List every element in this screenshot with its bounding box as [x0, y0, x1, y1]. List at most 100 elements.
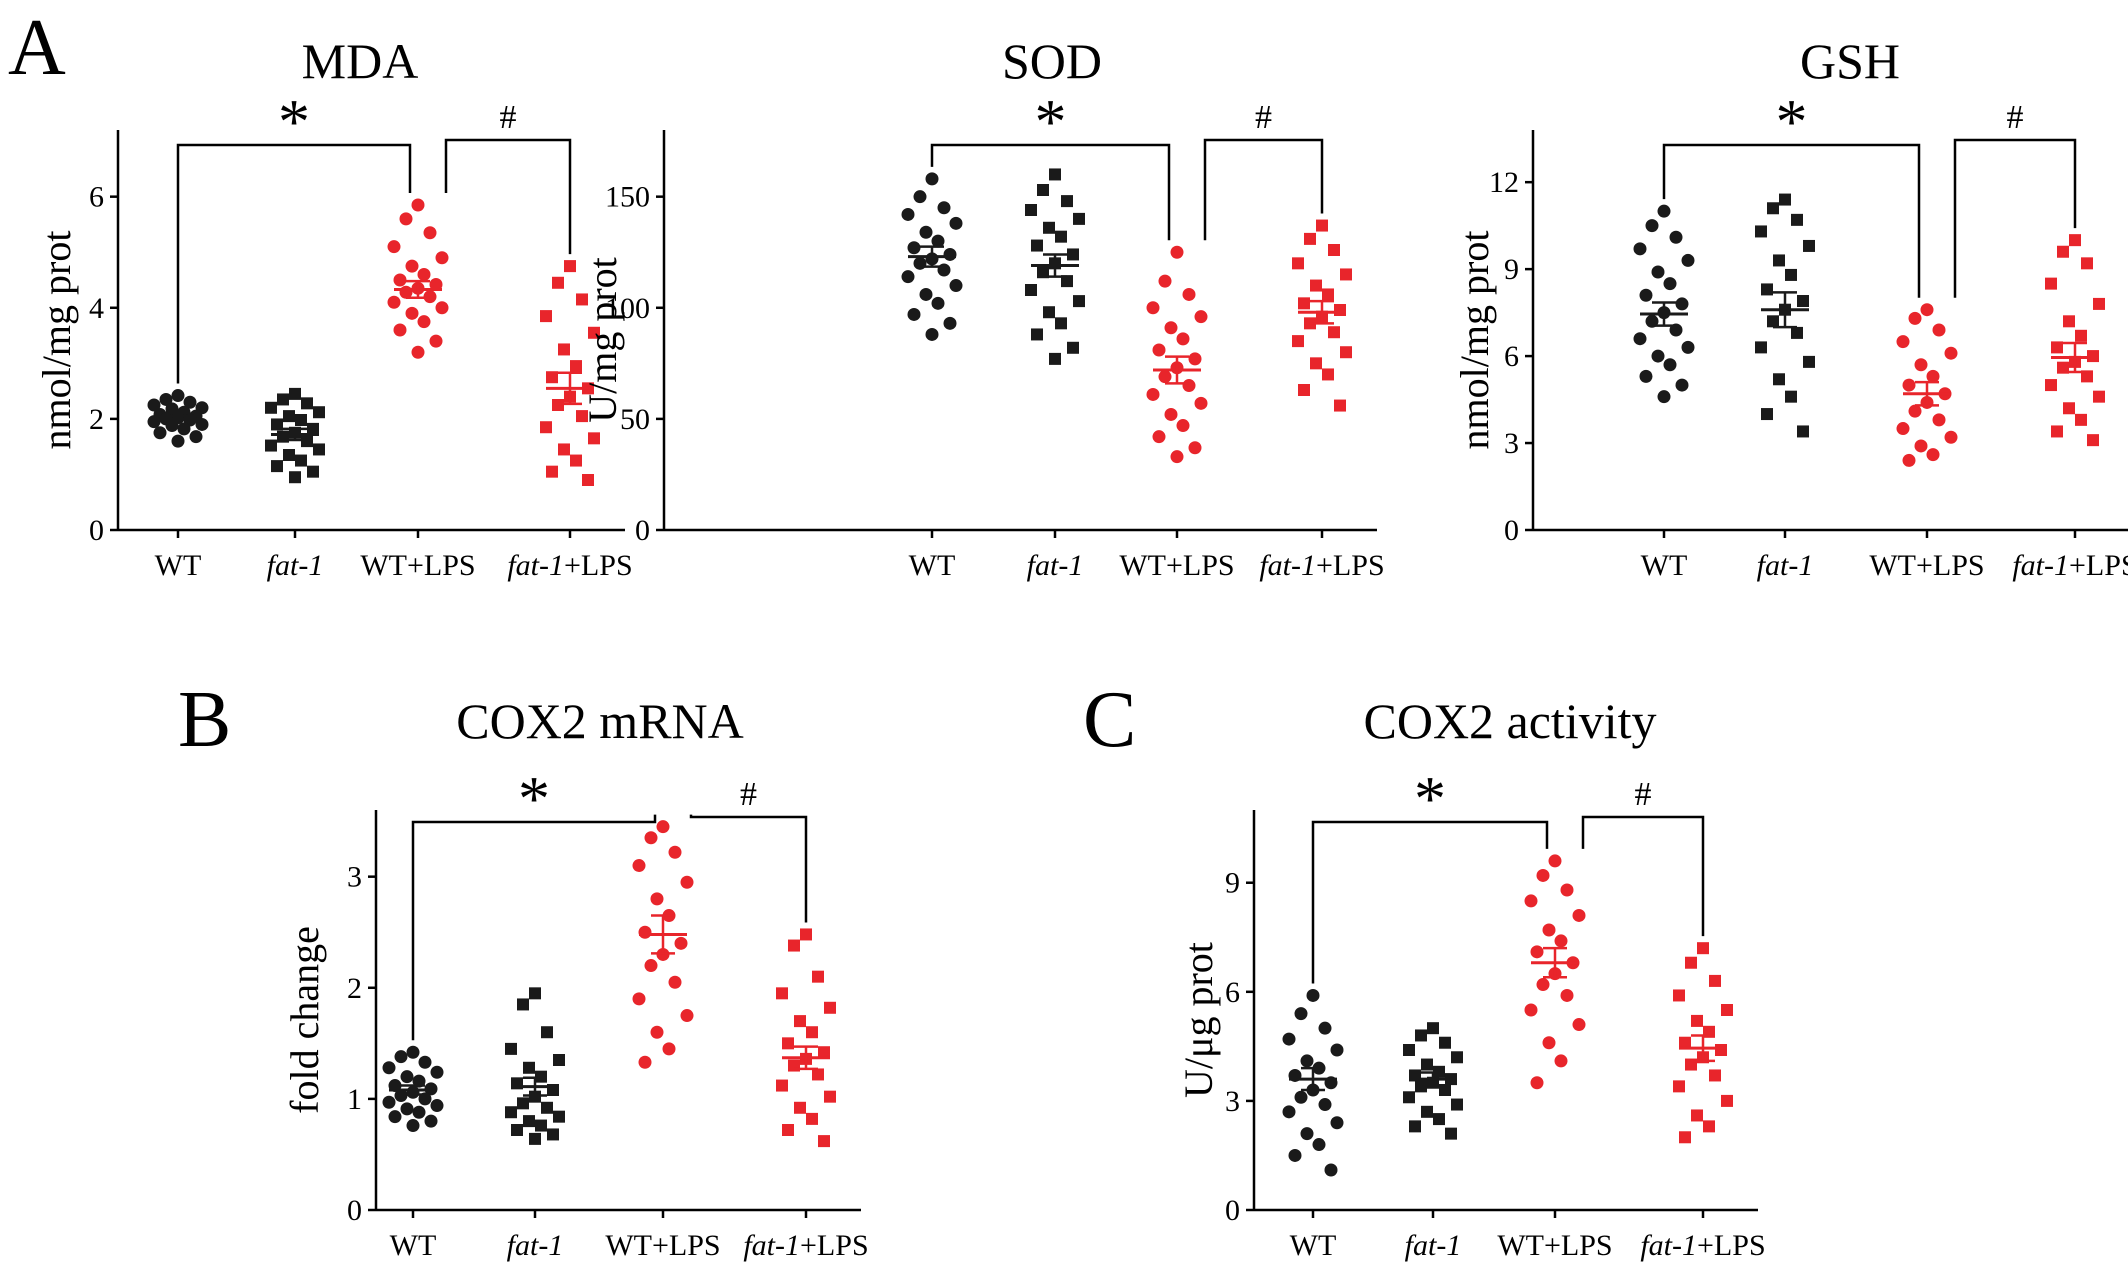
- data-point: [2057, 245, 2069, 258]
- data-point: [1294, 1090, 1308, 1104]
- data-point: [1715, 1044, 1727, 1056]
- data-point: [523, 1061, 535, 1074]
- data-point: [412, 1105, 426, 1119]
- data-point: [1691, 1109, 1703, 1122]
- data-point: [1645, 219, 1659, 233]
- data-point: [1288, 1148, 1302, 1162]
- data-point: [1914, 358, 1928, 372]
- data-point: [1932, 323, 1946, 337]
- data-point: [1164, 407, 1178, 421]
- data-point: [1439, 1036, 1451, 1049]
- chart-title: SOD: [1002, 33, 1102, 89]
- data-point: [2093, 390, 2105, 403]
- significance-bracket-hash: [1203, 138, 1324, 241]
- y-axis-label: U/μg prot: [1176, 942, 1221, 1098]
- data-point: [1415, 1029, 1427, 1042]
- data-point: [1451, 1098, 1463, 1111]
- data-point: [588, 326, 600, 339]
- data-point: [674, 936, 688, 950]
- significance-hash: #: [1635, 776, 1652, 813]
- data-point: [1067, 248, 1079, 261]
- chart-title: COX2 activity: [1363, 693, 1656, 749]
- data-point: [1310, 357, 1322, 370]
- data-point: [1657, 390, 1671, 404]
- data-point: [546, 371, 558, 384]
- data-point: [1902, 378, 1916, 392]
- data-point: [2045, 379, 2057, 392]
- data-point: [1944, 346, 1958, 360]
- data-point: [529, 987, 541, 1000]
- data-point: [1767, 315, 1779, 328]
- data-point: [147, 398, 161, 412]
- x-category-label: fat-1: [267, 549, 324, 582]
- chart-3: COX2 mRNA fold change 0 1 2 3 WT fat-1 WT+LPS fat…: [282, 693, 869, 1262]
- panel-letter-b: B: [178, 676, 231, 764]
- data-point: [558, 443, 570, 456]
- data-point: [1170, 450, 1184, 464]
- data-point: [644, 959, 658, 973]
- x-category-label: fat-1+LPS: [507, 549, 632, 582]
- x-category-label: WT: [1641, 549, 1688, 582]
- data-point: [1663, 358, 1677, 372]
- data-point: [1182, 379, 1196, 393]
- data-point: [1896, 422, 1910, 436]
- data-point: [680, 875, 694, 889]
- data-point: [1673, 989, 1685, 1002]
- y-tick-label: 6: [1504, 340, 1519, 373]
- data-point: [1803, 355, 1815, 368]
- x-category-label: WT: [1290, 1229, 1337, 1262]
- data-point: [430, 1065, 444, 1079]
- data-point: [552, 276, 564, 289]
- data-point: [1681, 253, 1695, 267]
- data-point: [1908, 311, 1922, 325]
- data-point: [812, 1068, 824, 1081]
- data-point: [1524, 1003, 1538, 1017]
- data-point: [1304, 232, 1316, 245]
- y-tick-label: 0: [635, 514, 650, 547]
- data-point: [919, 287, 933, 301]
- data-point: [1691, 1014, 1703, 1027]
- data-point: [387, 240, 401, 254]
- data-point: [165, 419, 179, 433]
- y-tick-label: 3: [1225, 1085, 1240, 1118]
- significance-bracket-star: [1662, 143, 1921, 298]
- y-tick-label: 9: [1225, 867, 1240, 900]
- data-point: [541, 1101, 553, 1114]
- data-point: [1675, 297, 1689, 311]
- data-point: [393, 273, 407, 287]
- data-point: [1421, 1058, 1433, 1071]
- y-tick-label: 150: [605, 181, 650, 214]
- data-point: [1164, 321, 1178, 335]
- y-tick-label: 50: [620, 403, 650, 436]
- x-category-label: fat-1: [1405, 1229, 1462, 1262]
- data-point: [1681, 340, 1695, 354]
- data-point: [153, 426, 167, 440]
- data-point: [907, 307, 921, 321]
- data-point: [1318, 1098, 1332, 1112]
- data-point: [1188, 441, 1202, 455]
- data-point: [1721, 1004, 1733, 1016]
- data-point: [1791, 326, 1803, 339]
- data-point: [1673, 1080, 1685, 1093]
- data-point: [668, 845, 682, 859]
- data-point: [1043, 306, 1055, 319]
- data-point: [1560, 988, 1574, 1002]
- data-point: [529, 1132, 541, 1145]
- data-point: [907, 241, 921, 255]
- data-point: [919, 225, 933, 239]
- data-point: [505, 1042, 517, 1055]
- data-point: [523, 1115, 535, 1128]
- data-point: [301, 397, 313, 410]
- data-point: [430, 1099, 444, 1113]
- data-point: [540, 310, 552, 323]
- data-point: [788, 939, 800, 952]
- data-point: [2081, 257, 2093, 270]
- data-point: [662, 1042, 676, 1056]
- data-point: [1282, 1105, 1296, 1119]
- data-point: [1651, 349, 1665, 363]
- x-category-label: WT: [909, 549, 956, 582]
- data-point: [1176, 332, 1190, 346]
- data-point: [1767, 202, 1779, 215]
- data-point: [2093, 297, 2105, 310]
